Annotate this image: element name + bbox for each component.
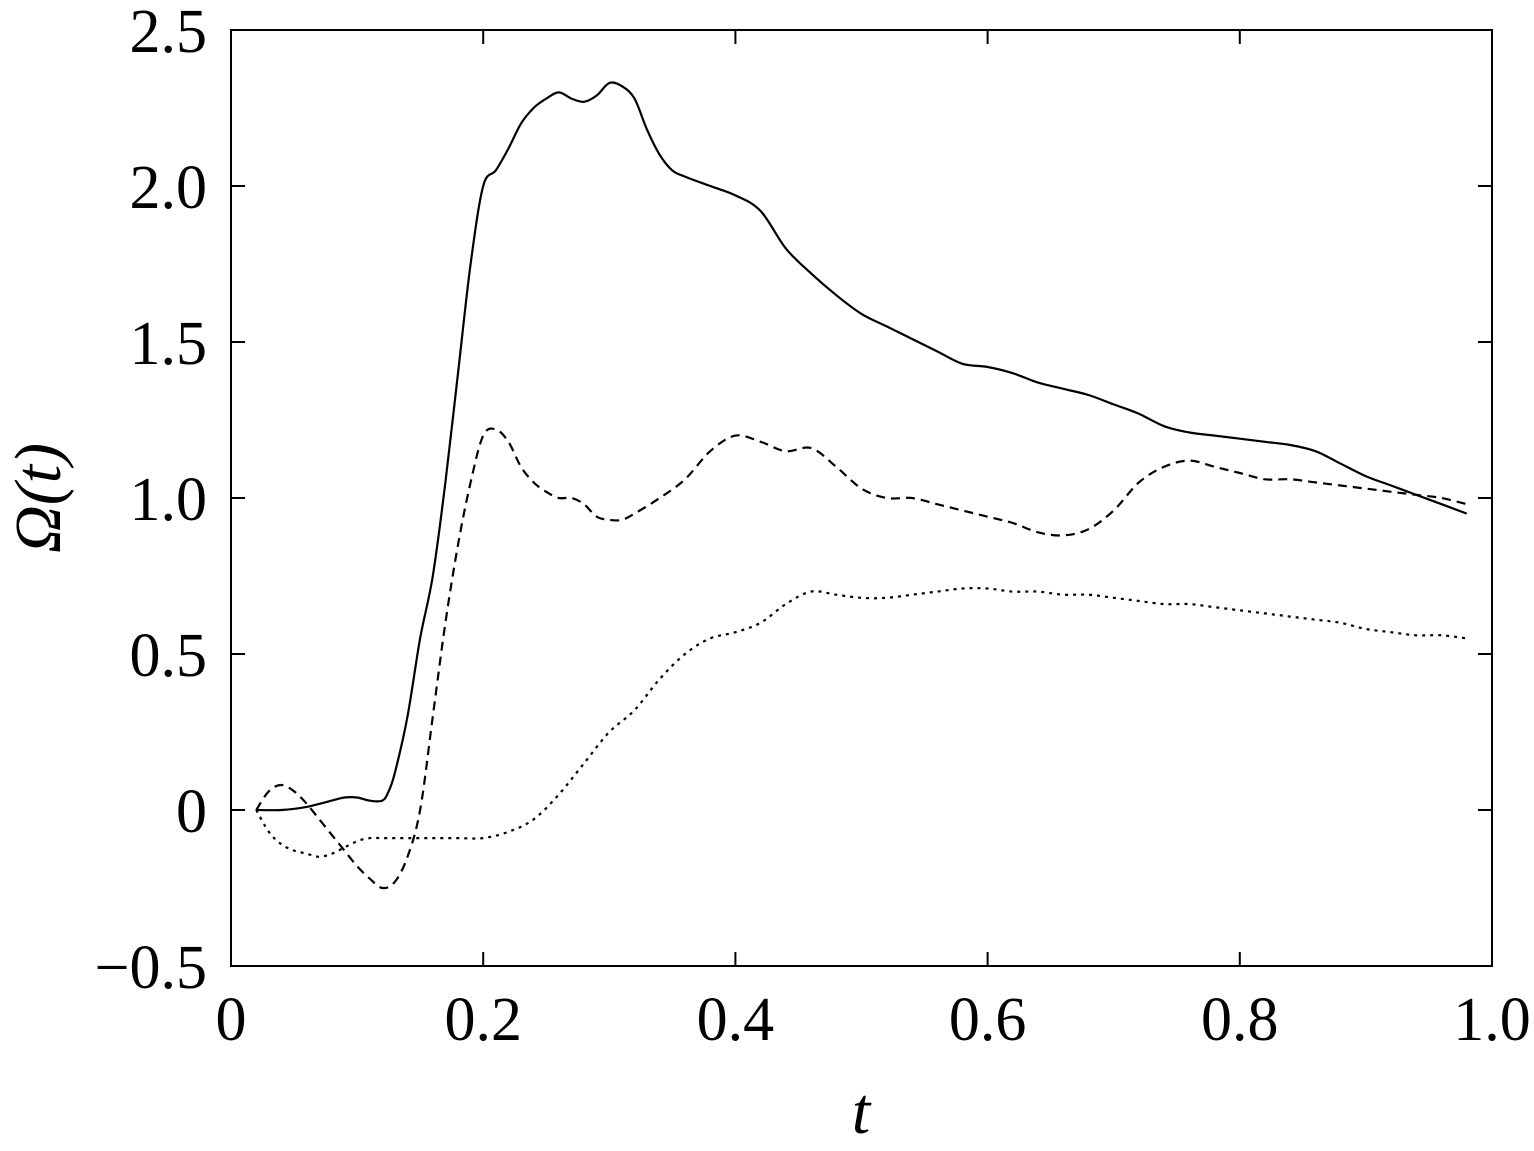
axis-tick-labels: 0 0.2 0.4 0.6 0.8 1.0−0.500.51.01.52.02.5 [95,0,1531,1054]
y-axis-title: Ω(t) [2,443,75,553]
x-tick-label: 0.2 [444,986,522,1054]
x-tick-label: 0.8 [1201,986,1279,1054]
x-axis-title: t [852,1075,872,1148]
y-tick-label: 2.0 [130,154,208,222]
y-tick-label: 1.0 [130,466,208,534]
y-tick-label: 1.5 [130,310,208,378]
x-tick-label: 0.6 [949,986,1027,1054]
x-tick-label: 1.0 [1453,986,1531,1054]
plot-frame [230,29,1493,967]
series-line-dotted [255,587,1467,858]
series-lines [255,81,1468,890]
x-tick-label: 0 [216,986,247,1054]
axis-ticks [230,29,1493,967]
y-tick-label: 0.5 [130,622,208,690]
y-tick-label: 0 [176,778,207,846]
y-tick-label: −0.5 [95,934,207,1002]
y-tick-label: 2.5 [130,0,208,66]
series-line-solid [256,81,1468,812]
series-line-dashed [255,427,1468,890]
x-tick-label: 0.4 [697,986,775,1054]
